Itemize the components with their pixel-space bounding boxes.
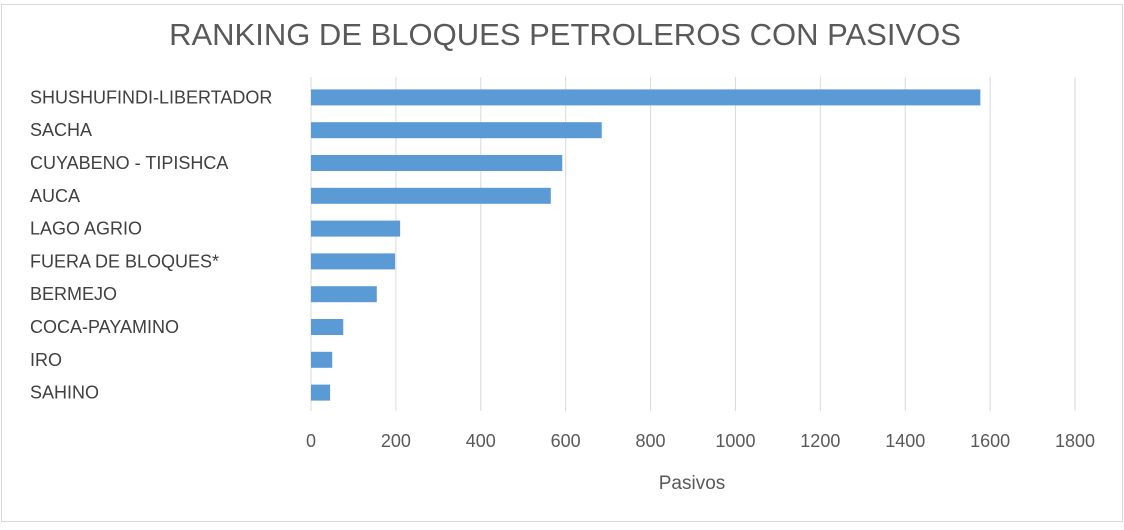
bars — [311, 89, 981, 401]
x-tick-label: 1400 — [885, 431, 925, 451]
category-label: SAHINO — [30, 383, 99, 403]
x-tick-label: 800 — [636, 431, 666, 451]
x-tick-label: 0 — [306, 431, 316, 451]
x-tick-label: 400 — [466, 431, 496, 451]
category-label: AUCA — [30, 186, 80, 206]
x-tick-label: 1600 — [970, 431, 1010, 451]
x-tick-labels: 0 200 400 600 800 1000 1200 1400 1600 1800 — [306, 431, 1095, 451]
category-label: SHUSHUFINDI-LIBERTADOR — [30, 87, 272, 107]
category-label: IRO — [30, 350, 62, 370]
chart-title: RANKING DE BLOQUES PETROLEROS CON PASIVO… — [169, 17, 961, 52]
bar — [311, 253, 396, 270]
x-tick-label: 1000 — [715, 431, 755, 451]
bar — [311, 122, 602, 139]
category-label: BERMEJO — [30, 284, 117, 304]
bar — [311, 384, 331, 401]
chart-area: RANKING DE BLOQUES PETROLEROS CON PASIVO… — [1, 4, 1123, 522]
bar — [311, 220, 401, 237]
bar — [311, 319, 344, 335]
x-tick-label: 1800 — [1055, 431, 1095, 451]
x-tick-label: 600 — [551, 431, 581, 451]
bar — [311, 187, 551, 204]
category-labels: SHUSHUFINDI-LIBERTADOR SACHA CUYABENO - TI… — [30, 87, 272, 402]
bar — [311, 351, 333, 368]
category-label: COCA-PAYAMINO — [30, 317, 179, 337]
category-label: FUERA DE BLOQUES* — [30, 251, 219, 271]
x-tick-label: 1200 — [800, 431, 840, 451]
category-label: SACHA — [30, 120, 92, 140]
bar — [311, 155, 563, 171]
bar-chart: RANKING DE BLOQUES PETROLEROS CON PASIVO… — [30, 17, 1095, 494]
x-tick-label: 200 — [381, 431, 411, 451]
x-axis-title: Pasivos — [659, 473, 726, 494]
bar — [311, 286, 377, 303]
category-label: LAGO AGRIO — [30, 219, 142, 239]
category-label: CUYABENO - TIPISHCA — [30, 153, 228, 173]
bar — [311, 89, 981, 106]
